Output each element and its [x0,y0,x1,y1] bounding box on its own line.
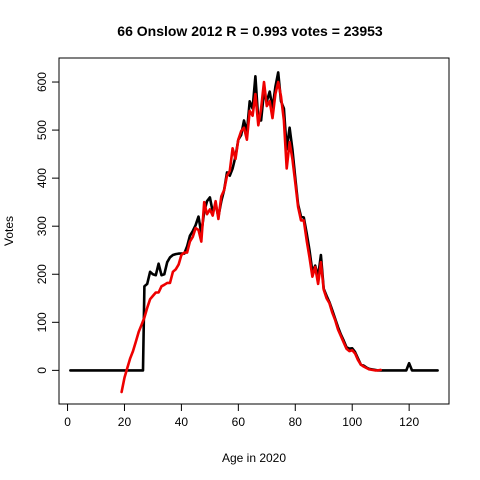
x-axis-label: Age in 2020 [222,451,286,465]
y-tick-label: 300 [35,216,49,236]
x-tick-label: 60 [232,415,246,429]
y-axis-label: Votes [2,216,16,246]
x-tick-label: 40 [175,415,189,429]
x-tick-label: 100 [342,415,362,429]
x-tick-label: 0 [64,415,71,429]
y-tick-label: 200 [35,264,49,284]
y-tick-label: 100 [35,312,49,332]
x-tick-label: 20 [118,415,132,429]
y-axis: 0 100 200 300 400 500 600 [35,72,59,374]
y-tick-label: 600 [35,72,49,92]
plot-frame [58,57,450,405]
series-layer [69,71,439,394]
y-tick-label: 500 [35,120,49,140]
chart-title: 66 Onslow 2012 R = 0.993 votes = 23953 [117,23,383,39]
series-line-1 [69,71,439,372]
y-tick-label: 400 [35,168,49,188]
x-tick-label: 120 [399,415,419,429]
series-line-2 [120,80,382,394]
x-tick-label: 80 [289,415,303,429]
x-axis: 0 20 40 60 80 100 120 [64,404,419,429]
y-tick-label: 0 [35,367,49,374]
